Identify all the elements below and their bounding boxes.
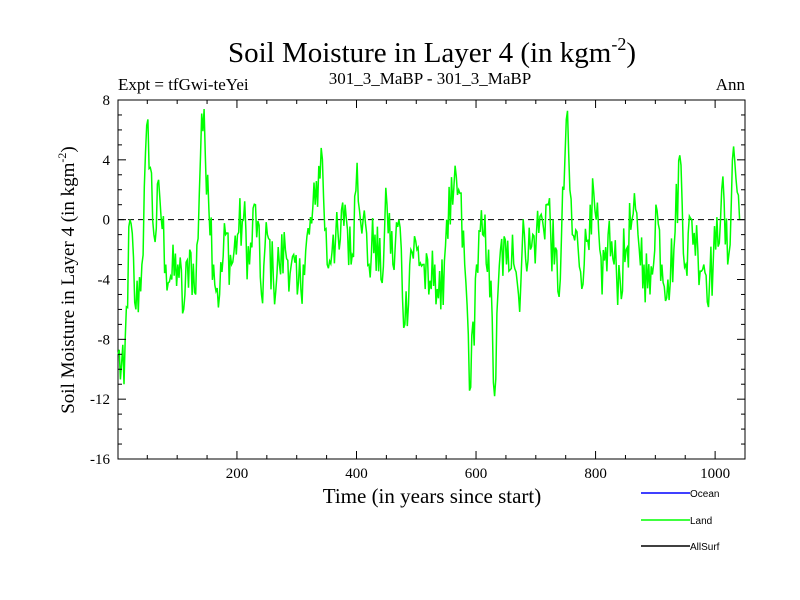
season-label: Ann [716, 75, 746, 94]
x-tick-label: 200 [226, 466, 249, 482]
y-tick-label: -16 [90, 452, 110, 468]
y-tick-label: -4 [98, 273, 111, 289]
y-tick-label: 8 [103, 93, 111, 109]
x-tick-label: 800 [584, 466, 607, 482]
y-axis-label: Soil Moisture in Layer 4 (in kgm-2) [55, 146, 79, 414]
legend-label-allsurf: AllSurf [690, 542, 720, 553]
y-tick-label: -12 [90, 392, 110, 408]
x-tick-label: 400 [345, 466, 368, 482]
y-tick-label: -8 [98, 332, 111, 348]
legend-label-ocean: Ocean [690, 489, 719, 500]
y-tick-label: 4 [103, 153, 111, 169]
x-tick-label: 1000 [700, 466, 730, 482]
x-tick-label: 600 [465, 466, 488, 482]
experiment-label: Expt = tfGwi-teYei [118, 75, 249, 94]
y-tick-label: 0 [103, 213, 111, 229]
legend-label-land: Land [690, 516, 712, 527]
legend: Ocean Land AllSurf [641, 489, 720, 553]
x-axis-label: Time (in years since start) [323, 484, 542, 508]
chart-title: Soil Moisture in Layer 4 (in kgm-2) [228, 34, 636, 69]
land-series-line [117, 108, 741, 397]
axis-ticks: 200 400 600 800 1000 -16 -12 -8 -4 0 4 8 [90, 93, 745, 482]
run-label: 301_3_MaBP - 301_3_MaBP [329, 69, 531, 88]
